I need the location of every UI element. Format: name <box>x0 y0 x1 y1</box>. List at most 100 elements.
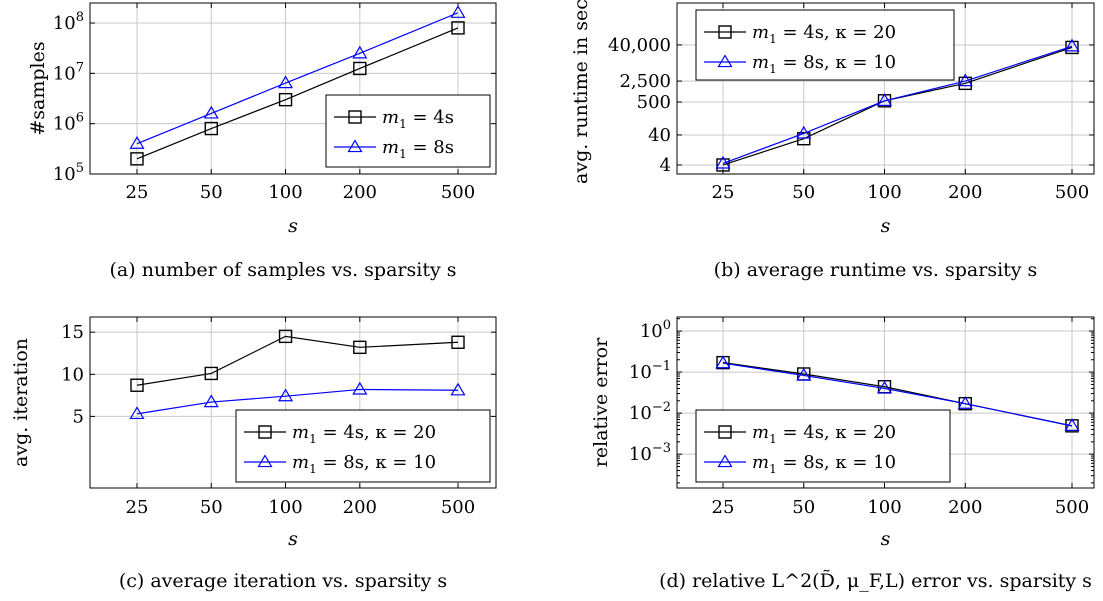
caption-c: (c) average iteration vs. sparsity s <box>119 570 447 592</box>
data-point-0-50 <box>204 366 218 381</box>
x-tick-label-25: 25 <box>126 497 149 518</box>
y-tick-label-1: 10 <box>61 364 84 385</box>
series-line-1 <box>136 12 459 145</box>
data-point-1-200 <box>352 381 368 395</box>
chart-panel-c: 25 50 100 200 500 5 10 15 s avg. iteration m1 = 4s… <box>10 316 497 592</box>
y-tick-label-2: 107 <box>53 60 84 84</box>
legend-label-1: m1 = 8s, κ = 10 <box>292 452 436 476</box>
data-point-1-50 <box>796 367 812 381</box>
x-tick-label-100: 100 <box>867 497 901 518</box>
legend: m1 = 4s, κ = 20 m1 = 8s, κ = 10 <box>695 9 955 81</box>
x-tick-label-50: 50 <box>792 182 815 203</box>
data-point-1-100 <box>876 380 893 394</box>
data-point-0-25 <box>716 158 730 172</box>
y-tick-label-2: 10−1 <box>629 359 671 383</box>
x-axis-label: s <box>881 528 891 550</box>
series-0 <box>130 21 465 166</box>
x-tick-label-25: 25 <box>712 182 735 203</box>
legend-label-0: m1 = 4s, κ = 20 <box>752 422 896 446</box>
series-line-1 <box>722 45 1073 164</box>
data-point-1-50 <box>203 394 219 408</box>
x-tick-label-200: 200 <box>343 497 377 518</box>
x-tick-label-50: 50 <box>200 497 223 518</box>
y-tick-label-0: 5 <box>73 406 84 427</box>
series-1 <box>715 38 1080 169</box>
plot-frame <box>89 2 497 175</box>
data-point-1-25 <box>129 406 145 420</box>
x-tick-label-500: 500 <box>441 182 475 203</box>
series-line-1 <box>136 388 459 415</box>
series-1 <box>129 381 466 420</box>
x-tick-label-25: 25 <box>126 182 149 203</box>
data-point-0-500 <box>1065 40 1079 55</box>
chart-panel-a: 25 50 100 200 500 105 106 107 108 s #samples m1 = 4… <box>27 2 497 281</box>
series-1 <box>715 355 1080 432</box>
y-tick-label-3: 108 <box>53 10 84 34</box>
y-tick-label-3: 2,500 <box>619 71 671 92</box>
x-tick-label-100: 100 <box>268 497 302 518</box>
legend-label-0: m1 = 4s, κ = 20 <box>292 422 436 446</box>
data-point-0-200 <box>958 76 972 91</box>
caption-a: (a) number of samples vs. sparsity s <box>110 259 457 281</box>
y-tick-label-2: 500 <box>637 92 671 113</box>
chart-panel-d: 25 50 100 200 500 10−3 10−2 10−1 100 s relative er… <box>590 316 1095 592</box>
x-axis-label: s <box>288 215 298 237</box>
legend-marker-1 <box>347 139 363 153</box>
legend-box <box>695 409 951 483</box>
data-point-1-50 <box>796 125 812 139</box>
y-tick-label-0: 105 <box>53 161 84 185</box>
legend-label-1: m1 = 8s, κ = 10 <box>752 452 896 476</box>
x-tick-label-50: 50 <box>200 182 223 203</box>
data-point-1-200 <box>352 45 368 59</box>
data-point-0-200 <box>353 340 367 355</box>
data-point-1-100 <box>277 388 294 402</box>
y-axis-label: avg. iteration <box>10 338 32 467</box>
x-tick-label-200: 200 <box>948 182 982 203</box>
data-point-0-25 <box>130 152 144 166</box>
legend: m1 = 4s m1 = 8s <box>325 94 491 168</box>
data-point-1-500 <box>450 5 466 18</box>
x-axis-label: s <box>881 215 891 237</box>
data-point-1-100 <box>277 75 294 89</box>
x-tick-label-500: 500 <box>441 497 475 518</box>
x-tick-label-500: 500 <box>1055 497 1089 518</box>
series-line-0 <box>136 335 459 386</box>
data-point-0-50 <box>797 132 811 146</box>
y-tick-label-0: 10−3 <box>629 441 671 465</box>
y-tick-label-2: 15 <box>61 322 84 343</box>
y-tick-label-1: 10−2 <box>629 400 671 424</box>
legend-label-0: m1 = 4s, κ = 20 <box>752 22 896 46</box>
data-point-1-500 <box>1064 38 1080 52</box>
data-point-0-25 <box>130 378 144 392</box>
legend-box <box>235 409 491 483</box>
x-tick-label-100: 100 <box>867 182 901 203</box>
x-axis-label: s <box>288 528 298 550</box>
legend-marker-0 <box>718 25 732 39</box>
y-tick-label-3: 100 <box>640 318 671 342</box>
y-axis-label: relative error <box>590 337 612 467</box>
x-tick-label-500: 500 <box>1055 182 1089 203</box>
x-tick-label-200: 200 <box>343 182 377 203</box>
plot-frame <box>676 2 1095 175</box>
plot-frame <box>89 316 497 489</box>
x-tick-label-200: 200 <box>948 497 982 518</box>
legend: m1 = 4s, κ = 20 m1 = 8s, κ = 10 <box>695 409 951 483</box>
data-point-1-50 <box>203 105 219 119</box>
legend-marker-1 <box>717 54 733 68</box>
y-axis-label: #samples <box>27 41 49 135</box>
legend-marker-0 <box>258 425 272 439</box>
data-point-0-100 <box>278 92 293 107</box>
legend-marker-0 <box>348 110 362 124</box>
legend-marker-1 <box>717 454 733 468</box>
legend-label-0: m1 = 4s <box>382 107 454 131</box>
data-point-1-500 <box>1064 418 1080 432</box>
legend-label-1: m1 = 8s <box>382 137 454 161</box>
caption-b: (b) average runtime vs. sparsity s <box>714 259 1038 281</box>
legend-box <box>325 94 491 168</box>
legend-marker-1 <box>257 454 273 468</box>
x-tick-label-100: 100 <box>268 182 302 203</box>
y-tick-label-0: 4 <box>660 155 671 176</box>
series-line-0 <box>136 27 459 160</box>
y-axis-label: avg. runtime in sec. <box>570 0 592 184</box>
